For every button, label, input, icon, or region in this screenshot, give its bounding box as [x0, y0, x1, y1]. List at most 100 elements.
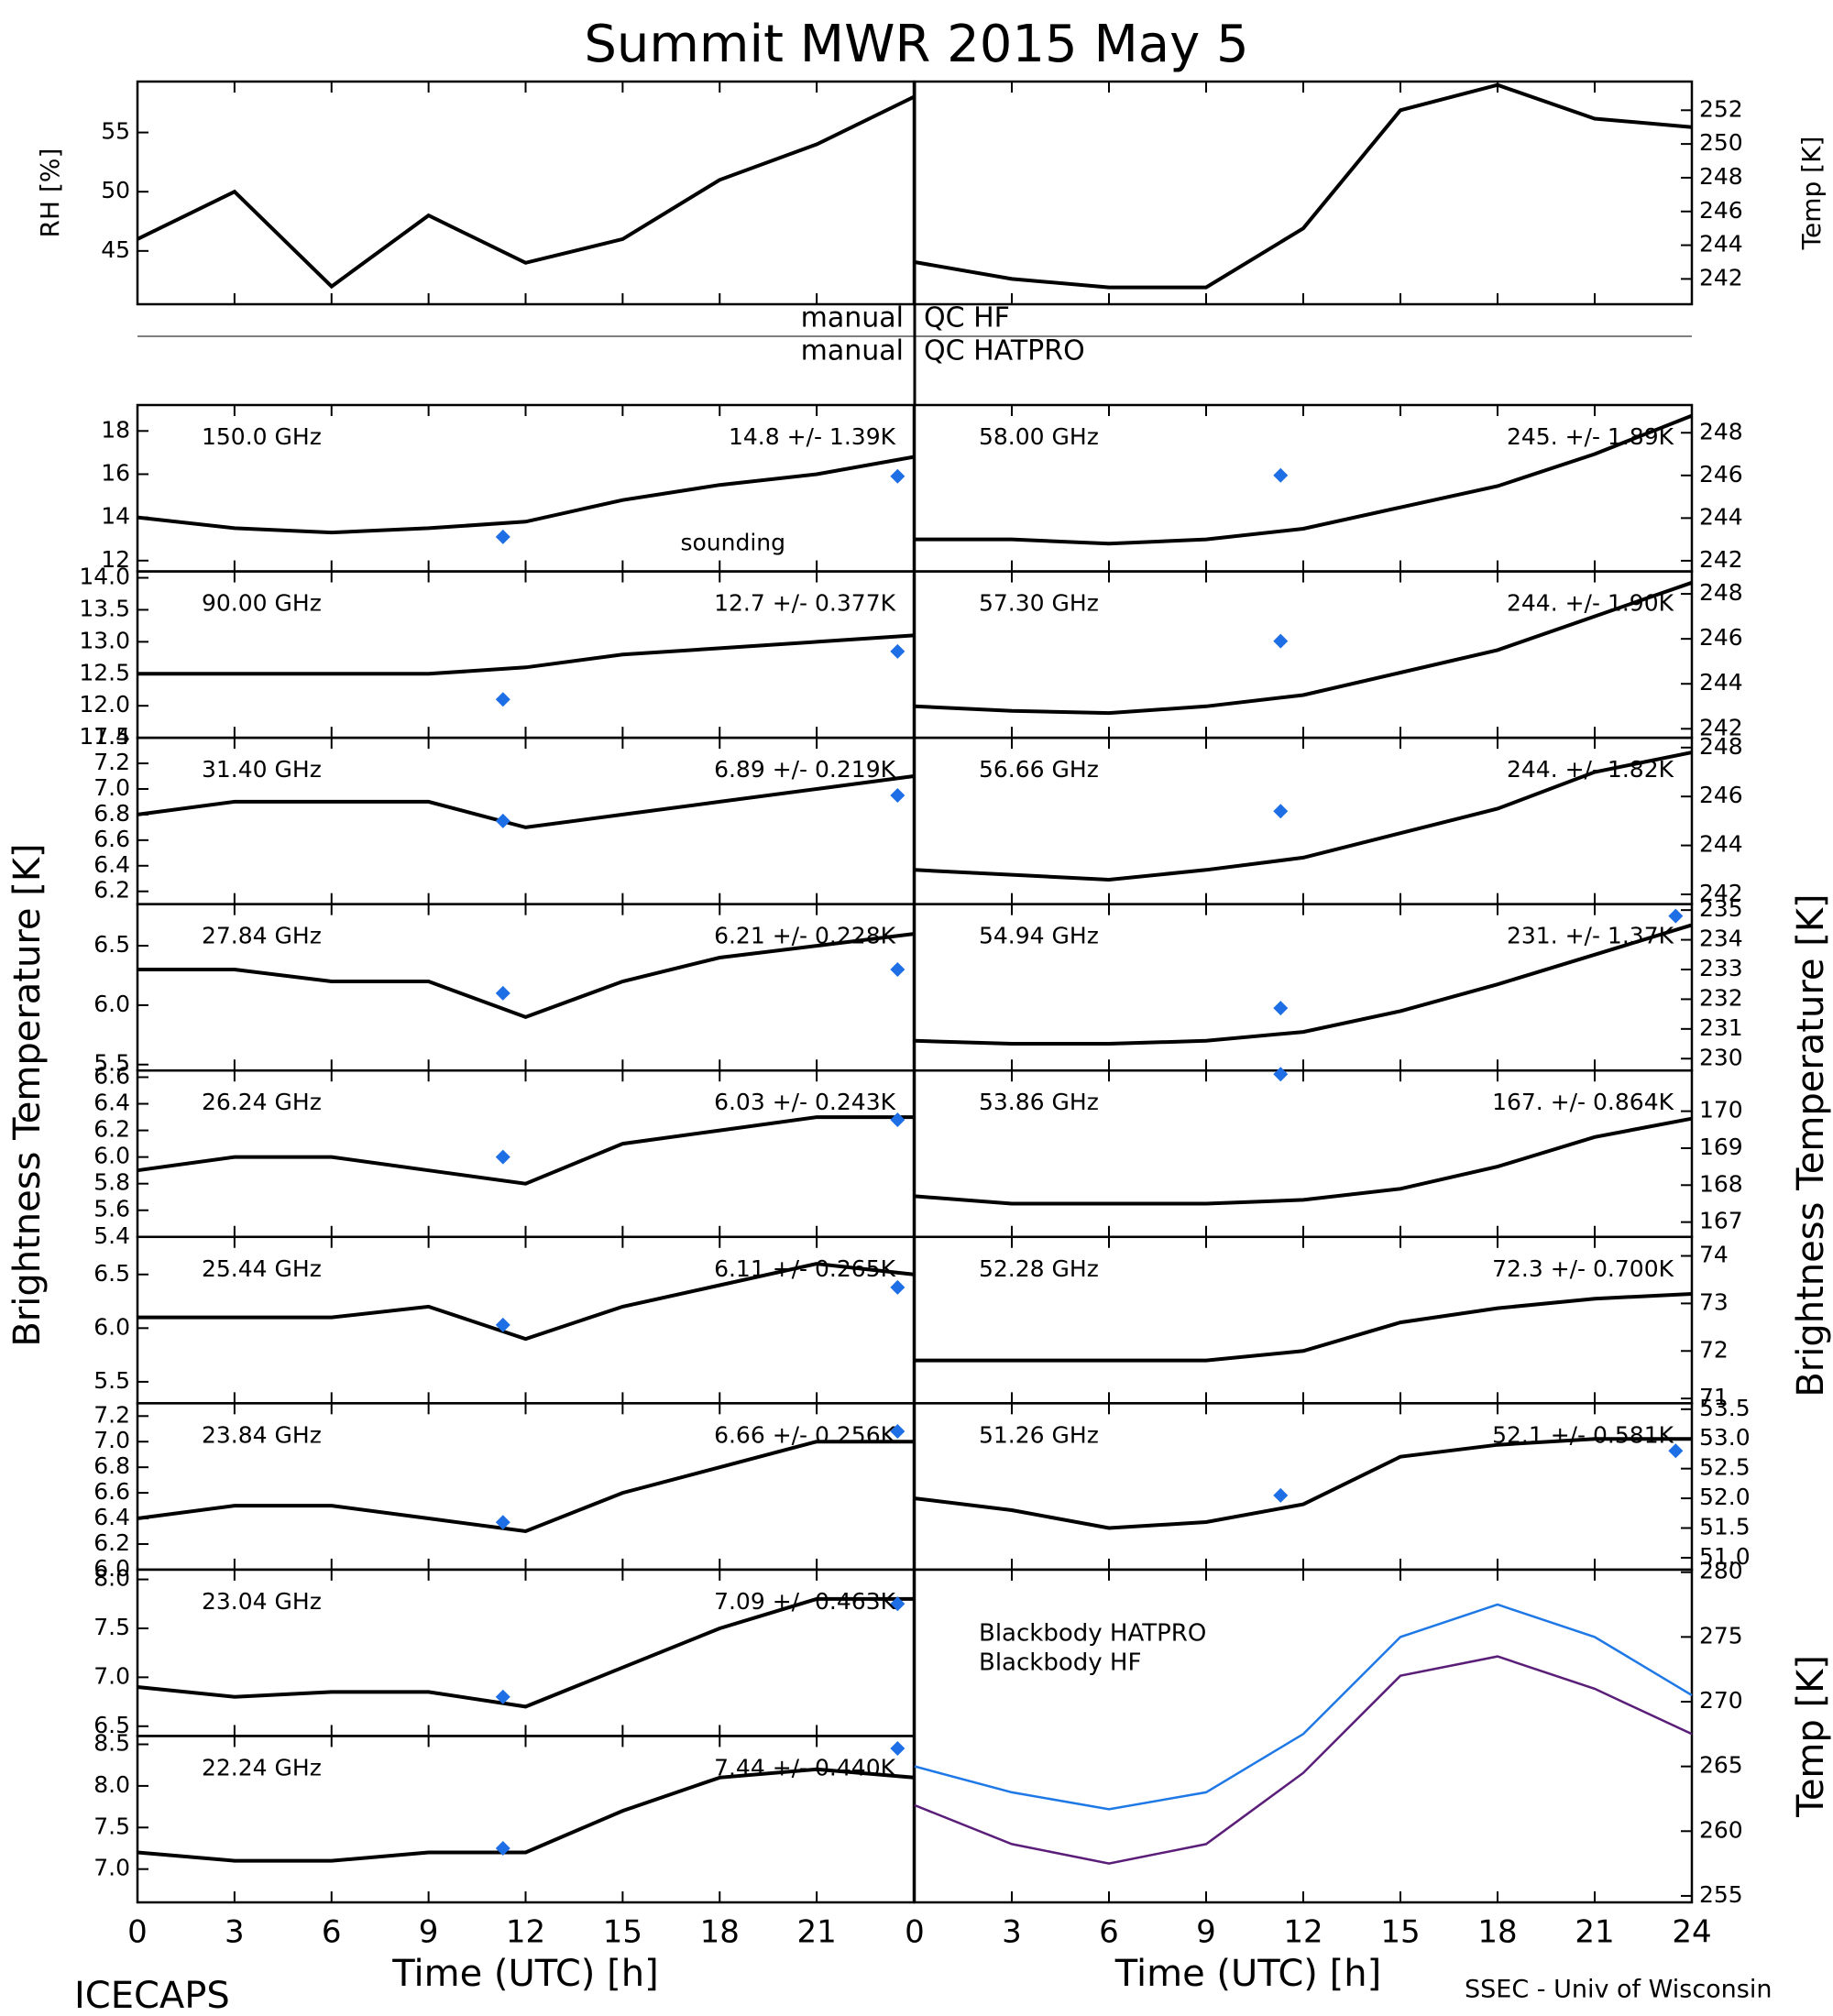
y-tick-label: 12.0 [79, 691, 130, 718]
channel-label: 52.28 GHz [979, 1255, 1099, 1282]
channel-stats: 7.09 +/- 0.463K [714, 1588, 896, 1615]
y-tick-label: 13.0 [79, 627, 130, 653]
y-tick-label: 270 [1699, 1687, 1743, 1714]
x-axis-title: Time (UTC) [h] [1114, 1953, 1381, 1995]
y-tick-label: 7.5 [93, 1813, 130, 1839]
y-tick-label: 242 [1699, 546, 1743, 573]
y-tick-label: 12 [101, 546, 130, 573]
sounding-point [890, 1596, 906, 1612]
sounding-point [1273, 804, 1289, 819]
y-tick-label: 242 [1699, 880, 1743, 906]
data-line [914, 82, 1693, 290]
y-tick-label: 6.5 [93, 1712, 130, 1738]
x-tick-label: 0 [905, 1914, 925, 1951]
data-line [137, 1115, 914, 1186]
footer: SSEC - Univ of Wisconsin [1465, 1976, 1772, 2004]
channel-label: 31.40 GHz [202, 756, 322, 783]
y-tick-label: 169 [1699, 1134, 1743, 1160]
sounding-point [890, 468, 906, 484]
sounding-point [1273, 1487, 1289, 1503]
y-tick-label: 6.2 [93, 1116, 130, 1143]
y-axis-title: Brightness Temperature [K] [1790, 893, 1832, 1397]
y-tick-label: 248 [1699, 418, 1743, 444]
y-tick-label: 6.0 [93, 991, 130, 1017]
footer: ICECAPS [74, 1975, 230, 2016]
sounding-point [1273, 1001, 1289, 1016]
y-tick-label: 6.0 [93, 1313, 130, 1340]
channel-label: 58.00 GHz [979, 423, 1099, 450]
x-tick-label: 6 [322, 1914, 342, 1951]
y-tick-label: 168 [1699, 1170, 1743, 1197]
data-line [914, 1603, 1693, 1811]
qc-label: manual [801, 335, 904, 367]
data-line [137, 633, 915, 676]
y-tick-label: 5.5 [93, 1367, 130, 1394]
y-tick-label: 6.4 [93, 851, 130, 878]
y-tick-label: 53.5 [1699, 1395, 1751, 1421]
y-tick-label: 52.5 [1699, 1454, 1751, 1481]
sounding-point [890, 961, 906, 977]
y-tick-label: 6.2 [93, 1529, 130, 1556]
data-line [914, 1655, 1693, 1865]
sounding-point [890, 1424, 906, 1440]
qc-label: QC HATPRO [924, 335, 1085, 367]
channel-stats: 6.66 +/- 0.256K [714, 1421, 896, 1448]
channel-label: 27.84 GHz [202, 923, 322, 949]
x-tick-label: 21 [796, 1914, 836, 1951]
channel-label: 22.24 GHz [202, 1754, 322, 1780]
y-tick-label: 5.8 [93, 1169, 130, 1196]
y-tick-label: 167 [1699, 1208, 1743, 1234]
sounding-point [495, 692, 510, 707]
channel-stats: 6.89 +/- 0.219K [714, 756, 896, 783]
y-tick-label: 248 [1699, 733, 1743, 760]
y-tick-label: 7.2 [93, 749, 130, 775]
y-tick-label: 6.6 [93, 1478, 130, 1505]
legend-label: Blackbody HATPRO [979, 1619, 1206, 1647]
y-tick-label: 45 [101, 236, 130, 263]
x-tick-label: 21 [1575, 1914, 1614, 1951]
sounding-point [1668, 1443, 1684, 1459]
sounding-point [1668, 908, 1684, 924]
data-line [137, 455, 915, 535]
y-tick-label: 244 [1699, 503, 1743, 530]
channel-label: 57.30 GHz [979, 590, 1099, 617]
data-line [914, 751, 1693, 882]
x-tick-label: 15 [603, 1914, 642, 1951]
channel-label: 150.0 GHz [202, 423, 322, 450]
y-tick-label: 6.5 [93, 1260, 130, 1287]
y-tick-label: 51.5 [1699, 1514, 1751, 1540]
y-tick-label: 242 [1699, 714, 1743, 740]
x-tick-label: 9 [419, 1914, 439, 1951]
channel-stats: 52.1 +/- 0.581K [1492, 1421, 1674, 1448]
y-tick-label: 252 [1699, 95, 1743, 122]
y-tick-label: 16 [101, 459, 130, 486]
y-tick-label: 6.6 [93, 826, 130, 852]
sounding-point [890, 787, 906, 803]
sounding-point [1273, 1067, 1289, 1082]
channel-stats: 167. +/- 0.864K [1492, 1089, 1674, 1115]
data-line [137, 1262, 915, 1342]
y-tick-label: 6.5 [93, 931, 130, 958]
y-tick-label: 7.0 [93, 1855, 130, 1881]
y-tick-label: 11.5 [79, 723, 130, 750]
qc-label: QC HF [924, 302, 1010, 334]
channel-stats: 6.03 +/- 0.243K [714, 1089, 896, 1115]
x-tick-label: 12 [1283, 1914, 1323, 1951]
channel-label: 54.94 GHz [979, 923, 1099, 949]
y-tick-label: 53.0 [1699, 1424, 1751, 1451]
y-tick-label: 7.4 [93, 723, 130, 750]
x-tick-label: 6 [1099, 1914, 1119, 1951]
channel-stats: 14.8 +/- 1.39K [729, 423, 896, 450]
channel-label: 51.26 GHz [979, 1421, 1099, 1448]
y-tick-label: 255 [1699, 1881, 1743, 1908]
x-tick-label: 18 [700, 1914, 740, 1951]
x-tick-label: 3 [1002, 1914, 1022, 1951]
y-tick-label: 55 [101, 118, 130, 145]
y-tick-label: 51.0 [1699, 1543, 1751, 1570]
y-tick-label: 260 [1699, 1816, 1743, 1843]
x-tick-label: 9 [1196, 1914, 1216, 1951]
y-tick-label: 244 [1699, 231, 1743, 257]
y-tick-label: 13.5 [79, 595, 130, 621]
sounding-point [890, 1741, 906, 1757]
